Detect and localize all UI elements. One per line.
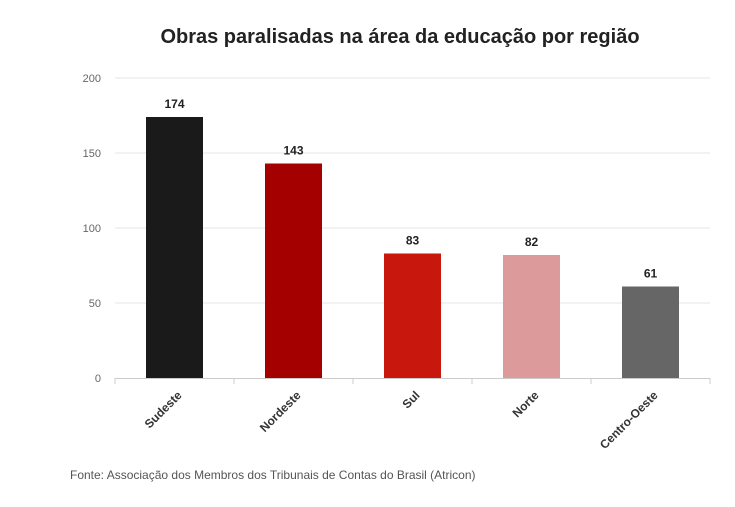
bars (146, 117, 679, 378)
x-axis (114, 378, 711, 384)
value-label: 82 (525, 235, 539, 249)
value-label: 83 (406, 234, 420, 248)
bar (265, 163, 322, 378)
value-label: 143 (283, 144, 303, 158)
category-label: Sul (400, 388, 423, 411)
y-tick-label: 0 (95, 373, 101, 385)
y-tick-label: 100 (83, 223, 101, 235)
y-tick-label: 50 (89, 298, 101, 310)
bar (622, 286, 679, 378)
bar (384, 253, 441, 378)
source-note: Fonte: Associação dos Membros dos Tribun… (70, 468, 476, 482)
chart-title: Obras paralisadas na área da educação po… (160, 26, 640, 48)
y-tick-label: 200 (83, 73, 101, 85)
bar (503, 255, 560, 378)
category-label: Norte (510, 388, 542, 420)
category-label: Sudeste (142, 388, 185, 431)
value-label: 174 (164, 97, 184, 111)
y-tick-label: 150 (83, 148, 101, 160)
category-label: Nordeste (257, 388, 304, 435)
bar (146, 117, 203, 378)
category-label: Centro-Oeste (597, 388, 661, 452)
value-label: 61 (644, 267, 658, 281)
